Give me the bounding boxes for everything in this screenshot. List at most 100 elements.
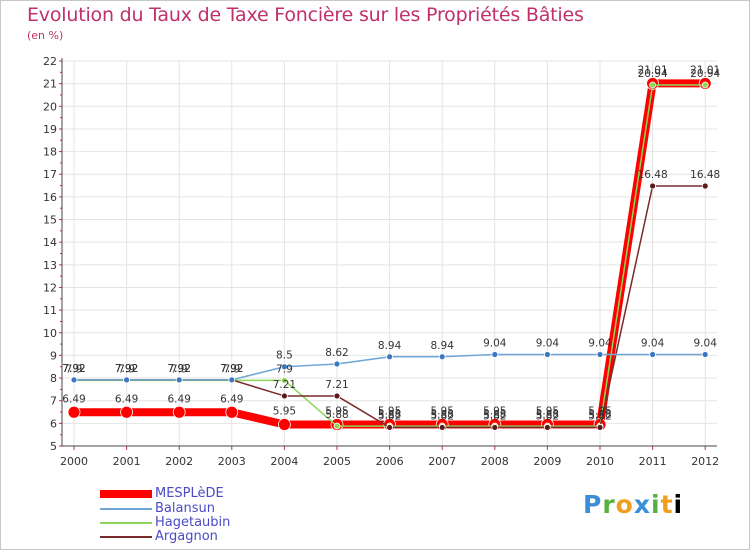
data-label: 5.88 <box>325 409 348 421</box>
data-label: 5.95 <box>483 405 506 417</box>
x-tick-label: 2010 <box>586 455 614 468</box>
data-label: 7.92 <box>168 363 191 375</box>
data-label: 7.9 <box>171 363 188 375</box>
data-label: 7.9 <box>118 363 135 375</box>
y-tick-label: 13 <box>43 259 57 272</box>
data-point <box>280 376 288 384</box>
y-tick-label: 19 <box>43 123 57 136</box>
data-point <box>280 392 288 400</box>
data-point <box>491 424 499 431</box>
data-label: 5.88 <box>536 409 559 421</box>
data-label: 5.88 <box>431 409 454 421</box>
data-label: 5.95 <box>273 405 296 417</box>
chart-title: Evolution du Taux de Taxe Foncière sur l… <box>27 4 584 26</box>
data-label: 9.04 <box>641 338 665 350</box>
series-lines <box>67 77 712 431</box>
data-point <box>70 376 78 384</box>
data-label: 5.82 <box>378 410 401 422</box>
x-tick-label: 2002 <box>165 455 193 468</box>
data-point <box>544 351 551 358</box>
data-label: 7.92 <box>115 363 138 375</box>
x-tick-label: 2007 <box>428 455 456 468</box>
data-label: 9.04 <box>694 338 718 350</box>
x-tick-label: 2000 <box>60 455 88 468</box>
data-label: 7.21 <box>325 379 348 391</box>
data-label: 16.48 <box>638 169 668 181</box>
data-label: 16.48 <box>690 169 720 181</box>
data-label: 5.95 <box>536 405 559 417</box>
data-label: 9.04 <box>536 338 560 350</box>
data-label: 9.04 <box>588 338 612 350</box>
data-label: 6.49 <box>115 393 138 405</box>
data-label: 5.82 <box>588 410 611 422</box>
y-tick-label: 6 <box>50 417 57 430</box>
data-label: 7.9 <box>276 363 293 375</box>
x-tick-label: 2004 <box>270 455 298 468</box>
chart-subtitle: (en %) <box>27 29 64 42</box>
x-tick-label: 2012 <box>691 455 719 468</box>
data-point <box>175 376 183 384</box>
y-tick-label: 7 <box>50 395 57 408</box>
data-label: 20.94 <box>690 68 720 80</box>
data-point <box>438 353 446 361</box>
x-tick-label: 2006 <box>376 455 404 468</box>
data-point <box>333 360 341 368</box>
data-point <box>438 424 446 431</box>
data-label: 8.94 <box>431 340 455 352</box>
data-point <box>596 424 604 431</box>
data-label: 7.92 <box>220 363 243 375</box>
x-tick-label: 2008 <box>481 455 509 468</box>
data-label: 5.95 <box>588 405 611 417</box>
data-point <box>67 405 81 419</box>
data-label: 5.95 <box>431 405 454 417</box>
data-point <box>333 422 341 430</box>
data-label: 7.21 <box>273 379 296 391</box>
data-point <box>701 81 709 89</box>
data-point <box>277 418 291 431</box>
data-label: 5.88 <box>378 409 401 421</box>
data-point <box>123 376 130 384</box>
data-point <box>386 353 394 361</box>
y-tick-label: 21 <box>43 78 57 91</box>
data-label: 7.9 <box>66 363 83 375</box>
legend-label-mesplede: MESPLèDE <box>155 486 224 501</box>
data-label: 5.82 <box>483 410 506 422</box>
y-tick-label: 17 <box>43 168 57 181</box>
data-label: 5.82 <box>431 410 454 422</box>
y-tick-label: 11 <box>43 304 57 317</box>
data-point <box>333 392 341 400</box>
data-point <box>280 363 288 371</box>
data-point <box>649 81 656 89</box>
legend-label-balansun: Balansun <box>155 501 215 516</box>
data-label: 5.88 <box>483 409 506 421</box>
data-label: 21.01 <box>690 64 720 76</box>
y-tick-label: 5 <box>50 440 57 453</box>
y-tick-label: 20 <box>43 100 57 113</box>
x-tick-label: 2009 <box>533 455 561 468</box>
y-tick-label: 12 <box>43 281 57 294</box>
data-label: 5.88 <box>588 409 611 421</box>
y-tick-label: 16 <box>43 191 57 204</box>
legend <box>100 490 152 538</box>
data-label: 9.04 <box>483 338 507 350</box>
x-tick-label: 2005 <box>323 455 351 468</box>
data-point <box>649 351 656 358</box>
legend-label-hagetaubin: Hagetaubin <box>155 515 231 530</box>
data-point <box>649 182 656 190</box>
data-point <box>544 424 551 431</box>
y-tick-label: 9 <box>50 349 57 362</box>
data-label: 20.94 <box>638 68 668 80</box>
data-label: 21.01 <box>638 64 668 76</box>
data-label: 5.95 <box>378 405 401 417</box>
proxiti-logo: Proxiti <box>583 490 684 519</box>
data-label: 6.49 <box>168 393 191 405</box>
data-point <box>225 405 239 419</box>
data-label: 7.92 <box>115 363 138 375</box>
data-point <box>386 424 394 431</box>
data-label: 8.94 <box>378 340 402 352</box>
x-tick-label: 2001 <box>113 455 141 468</box>
y-tick-label: 14 <box>43 236 57 249</box>
y-tick-label: 8 <box>50 372 57 385</box>
data-point <box>172 405 186 419</box>
